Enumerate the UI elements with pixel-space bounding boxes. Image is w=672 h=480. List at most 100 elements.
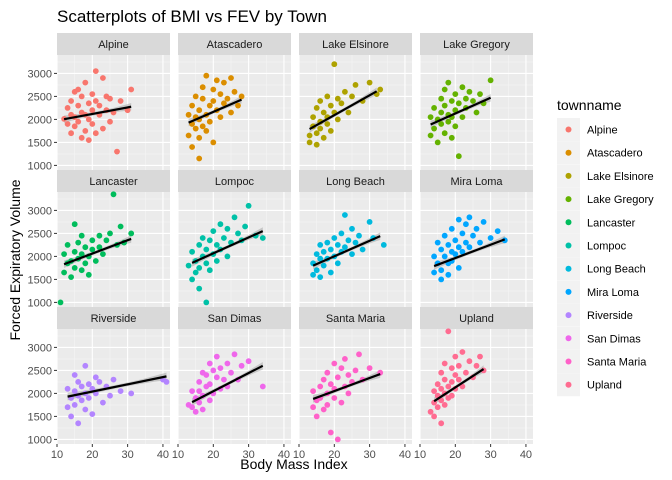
data-point: [71, 265, 78, 271]
data-point: [438, 246, 445, 253]
data-point: [196, 399, 203, 406]
x-tick-label: 30: [122, 449, 134, 461]
data-point: [196, 155, 203, 162]
y-tick-label: 1500: [28, 274, 52, 286]
facet-strip-label: Lompoc: [215, 176, 255, 188]
data-point: [96, 379, 103, 385]
data-point: [199, 235, 206, 241]
data-point: [338, 365, 345, 371]
data-point: [68, 98, 74, 104]
panel-background: [178, 329, 291, 444]
data-point: [366, 79, 373, 86]
facet-atascadero: Atascadero: [177, 33, 291, 170]
data-point: [71, 372, 78, 378]
x-tick-label: 30: [243, 449, 255, 461]
data-point: [85, 137, 92, 144]
data-point: [242, 223, 249, 230]
data-point: [466, 88, 473, 95]
data-point: [85, 395, 92, 401]
data-point: [459, 230, 466, 237]
regression-line: [433, 368, 485, 403]
data-point: [317, 125, 324, 132]
data-point: [452, 353, 459, 360]
data-point: [71, 248, 78, 255]
data-point: [349, 225, 355, 232]
data-point: [203, 372, 210, 378]
facet-strip: [57, 307, 170, 329]
data-point: [349, 93, 355, 100]
data-point: [334, 242, 341, 248]
data-point: [356, 351, 362, 358]
data-point: [96, 102, 103, 109]
data-point: [441, 253, 448, 260]
data-point: [317, 98, 324, 104]
panel-background: [299, 192, 412, 307]
regression-line: [191, 364, 264, 404]
legend-label: Riverside: [587, 310, 633, 322]
x-tick-label: 40: [520, 449, 532, 461]
data-point: [196, 242, 203, 248]
data-point: [327, 429, 334, 436]
data-point: [238, 93, 245, 100]
data-point: [189, 276, 196, 283]
facet-lake-elsinore: Lake Elsinore: [298, 33, 412, 170]
facet-strip-label: Long Beach: [326, 176, 385, 188]
legend-item-lake-gregory: Lake Gregory: [557, 187, 654, 211]
legend-swatch: [565, 265, 572, 272]
legend: townname Alpine Atascadero Lake Elsinore La…: [557, 97, 654, 397]
data-point: [470, 98, 476, 104]
data-point: [210, 228, 217, 235]
data-point: [324, 93, 331, 100]
data-point: [366, 365, 373, 371]
data-point: [452, 123, 459, 130]
data-point: [185, 132, 192, 139]
data-point: [213, 258, 220, 264]
data-point: [100, 251, 106, 257]
x-tick-label: 10: [414, 449, 426, 461]
data-point: [75, 420, 82, 427]
data-point: [470, 232, 476, 239]
data-point: [324, 239, 331, 246]
data-point: [356, 232, 362, 239]
legend-title: townname: [557, 97, 622, 113]
y-tick-label: 1500: [28, 137, 52, 149]
data-point: [327, 127, 334, 134]
data-point: [345, 109, 352, 116]
data-point: [463, 95, 469, 102]
data-point: [459, 349, 466, 355]
data-point: [82, 362, 89, 369]
data-point: [199, 406, 206, 413]
data-point: [221, 100, 227, 107]
facet-strip-label: Lake Elsinore: [322, 39, 389, 51]
legend-label: Alpine: [587, 125, 618, 137]
facet-strip: [178, 170, 291, 192]
data-point: [75, 239, 82, 246]
data-point: [85, 271, 92, 278]
data-point: [448, 225, 455, 232]
data-point: [452, 251, 459, 257]
data-point: [452, 91, 459, 97]
data-point: [438, 385, 445, 392]
data-point: [448, 98, 455, 104]
data-point: [320, 262, 327, 269]
data-point: [110, 376, 117, 383]
data-point: [64, 242, 71, 248]
data-point: [327, 269, 334, 276]
data-point: [89, 107, 96, 114]
y-tick-label: 2500: [28, 228, 52, 240]
legend-item-upland: Upland: [557, 373, 622, 397]
data-point: [199, 123, 206, 130]
data-point: [85, 116, 92, 123]
data-point: [334, 95, 341, 102]
data-point: [480, 219, 487, 225]
data-point: [235, 230, 241, 237]
data-point: [438, 369, 445, 376]
legend-label: Lake Elsinore: [587, 171, 654, 183]
data-point: [189, 248, 196, 255]
legend-label: Atascadero: [587, 148, 643, 160]
legend-item-santa-maria: Santa Maria: [557, 350, 647, 373]
data-point: [466, 244, 473, 251]
data-point: [117, 388, 124, 394]
data-point: [452, 237, 459, 244]
